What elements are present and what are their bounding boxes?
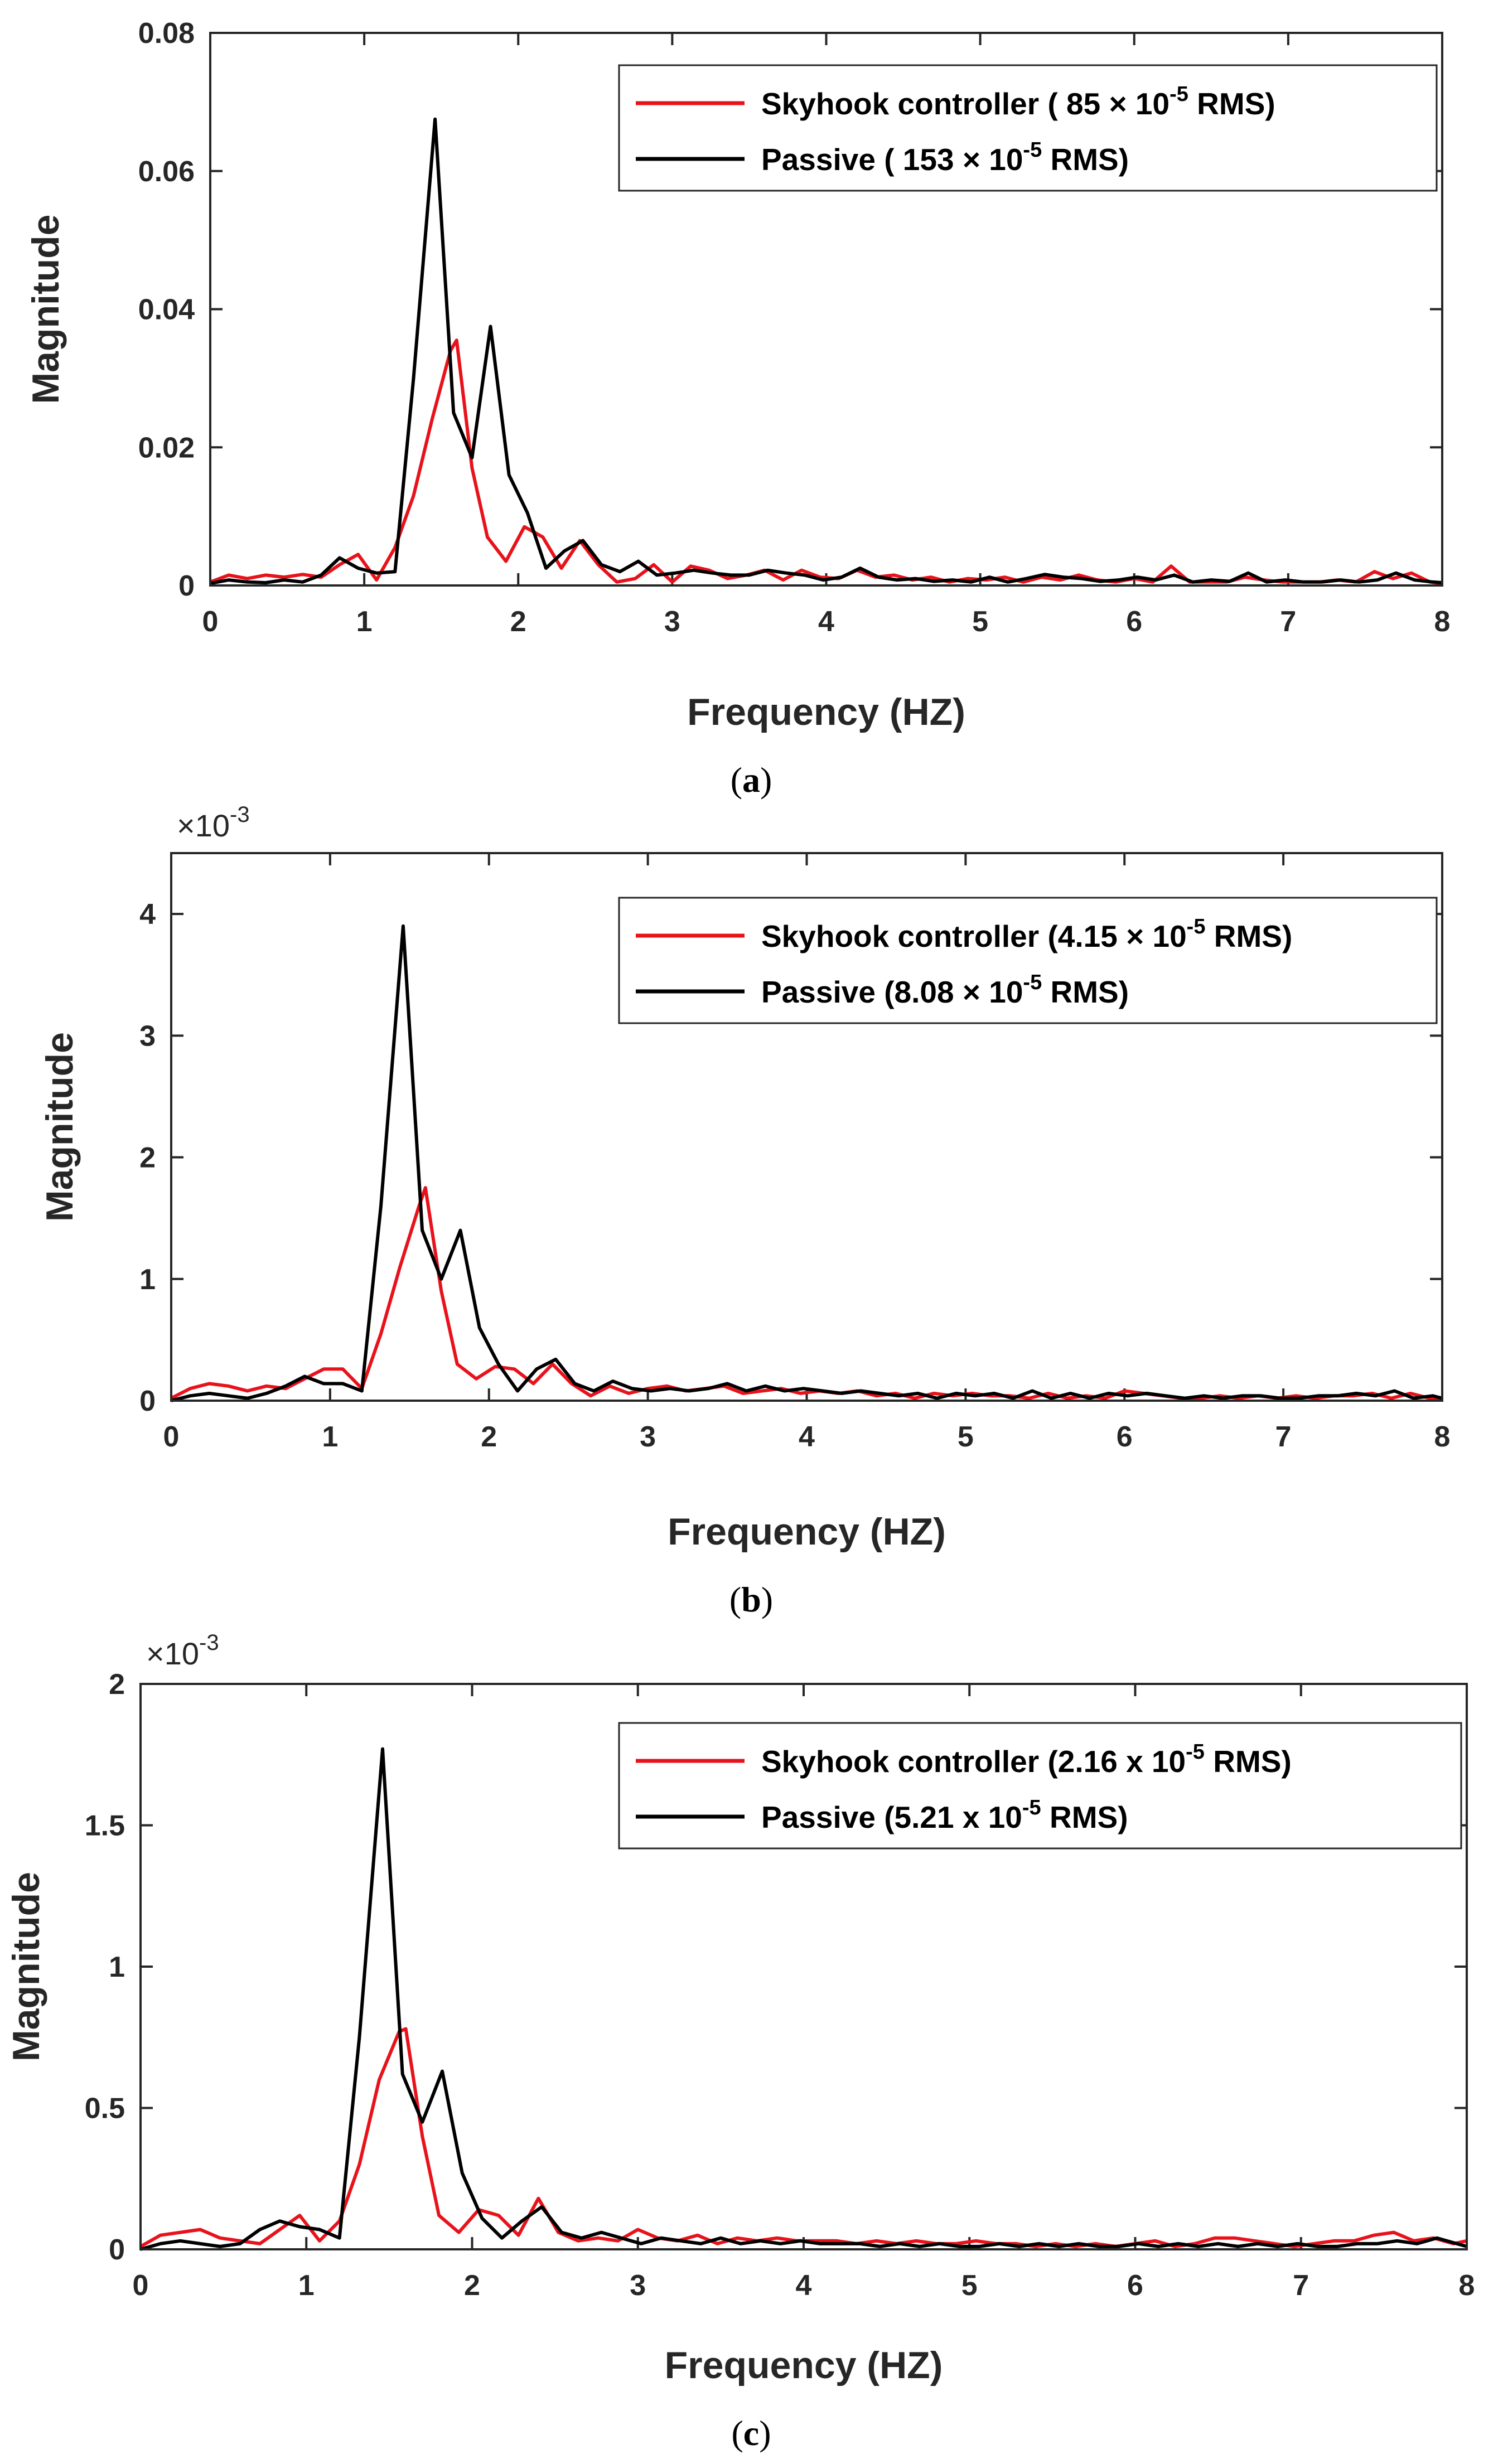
- x-tick-label: 6: [1126, 606, 1142, 638]
- legend-label-passive: Passive (5.21 x 10-5 RMS): [761, 1796, 1128, 1834]
- chart-panel-b: 0 1 2 3 4 5 6 7 8 0 1 2 3 4 ×10-3 Frequency (HZ) Magnitu…: [38, 802, 1450, 1619]
- legend-label-passive: Passive ( 153 × 10-5 RMS): [761, 138, 1129, 177]
- y-tick-label: 0: [178, 570, 195, 602]
- x-tick-label: 4: [796, 2269, 812, 2302]
- chart-panel-c: 0 1 2 3 4 5 6 7 8 0 0.5 1 1.5 2 ×10-3 Frequency (HZ) Mag…: [5, 1630, 1475, 2453]
- y-tick-label: 0: [109, 2234, 125, 2266]
- y-tick-label: 0.02: [138, 432, 195, 464]
- legend-label-passive: Passive (8.08 × 10-5 RMS): [761, 971, 1129, 1009]
- legend-label-skyhook: Skyhook controller (4.15 × 10-5 RMS): [761, 915, 1292, 953]
- legend-box: [618, 897, 1438, 1024]
- legend-box: [618, 64, 1438, 192]
- legend-box: [618, 1722, 1462, 1850]
- x-tick-label: 1: [322, 1421, 338, 1453]
- y-tick-label: 2: [109, 1668, 125, 1701]
- x-tick-label: 5: [958, 1421, 974, 1453]
- y-axis-label: Magnitude: [5, 1872, 47, 2061]
- chart-panel-a: 0 1 2 3 4 5 6 7 8 0 0.02 0.04 0.06 0.08 Frequency (HZ)…: [25, 17, 1450, 800]
- y-exponent-label: ×10-3: [177, 802, 250, 843]
- y-axis-label: Magnitude: [25, 215, 67, 404]
- y-tick-label: 1: [139, 1264, 156, 1296]
- x-tick-label: 1: [298, 2269, 315, 2302]
- x-tick-label: 1: [356, 606, 373, 638]
- series-line-passive: [140, 1747, 1467, 2251]
- x-tick-label: 3: [630, 2269, 646, 2302]
- legend-label-skyhook: Skyhook controller (2.16 x 10-5 RMS): [761, 1740, 1292, 1779]
- x-tick-label: 8: [1434, 1421, 1451, 1453]
- axes-box: [209, 32, 1443, 587]
- x-tick-label: 7: [1280, 606, 1296, 638]
- y-tick-label: 0.08: [138, 17, 195, 50]
- x-tick-label: 3: [664, 606, 680, 638]
- x-tick-label: 2: [481, 1421, 497, 1453]
- x-tick-label: 8: [1459, 2269, 1475, 2302]
- x-tick-label: 3: [640, 1421, 656, 1453]
- axes-box: [139, 1683, 1468, 2250]
- x-axis-label: Frequency (HZ): [665, 2344, 943, 2386]
- x-tick-label: 0: [202, 606, 219, 638]
- x-tick-label: 7: [1275, 1421, 1292, 1453]
- x-tick-label: 7: [1293, 2269, 1309, 2302]
- y-tick-label: 0: [139, 1385, 156, 1417]
- axes-box: [170, 852, 1443, 1402]
- x-tick-label: 6: [1117, 1421, 1133, 1453]
- y-axis-label: Magnitude: [38, 1032, 81, 1222]
- x-tick-label: 2: [510, 606, 526, 638]
- series-line-passive: [210, 117, 1443, 585]
- x-tick-label: 5: [972, 606, 988, 638]
- x-axis-label: Frequency (HZ): [687, 691, 965, 733]
- x-tick-label: 0: [133, 2269, 149, 2302]
- y-exponent-label: ×10-3: [146, 1630, 219, 1671]
- y-tick-label: 0.5: [85, 2093, 125, 2125]
- x-tick-label: 8: [1434, 606, 1451, 638]
- x-axis-label: Frequency (HZ): [668, 1511, 946, 1553]
- y-tick-label: 0.06: [138, 156, 195, 188]
- y-tick-label: 3: [139, 1020, 156, 1052]
- y-tick-label: 1.5: [85, 1810, 125, 1842]
- panel-caption: (b): [729, 1580, 773, 1619]
- x-tick-label: 6: [1127, 2269, 1143, 2302]
- y-tick-label: 4: [139, 898, 156, 931]
- x-tick-label: 4: [818, 606, 834, 638]
- panel-caption: (c): [731, 2413, 771, 2453]
- series-line-passive: [171, 924, 1443, 1402]
- legend-label-skyhook: Skyhook controller ( 85 × 10-5 RMS): [761, 83, 1275, 121]
- x-tick-label: 5: [961, 2269, 978, 2302]
- x-tick-label: 4: [799, 1421, 815, 1453]
- panel-caption: (a): [731, 760, 772, 800]
- y-tick-label: 2: [139, 1142, 156, 1174]
- x-tick-label: 0: [163, 1421, 180, 1453]
- x-tick-label: 2: [464, 2269, 480, 2302]
- y-tick-label: 1: [109, 1951, 125, 1983]
- y-tick-label: 0.04: [138, 294, 195, 326]
